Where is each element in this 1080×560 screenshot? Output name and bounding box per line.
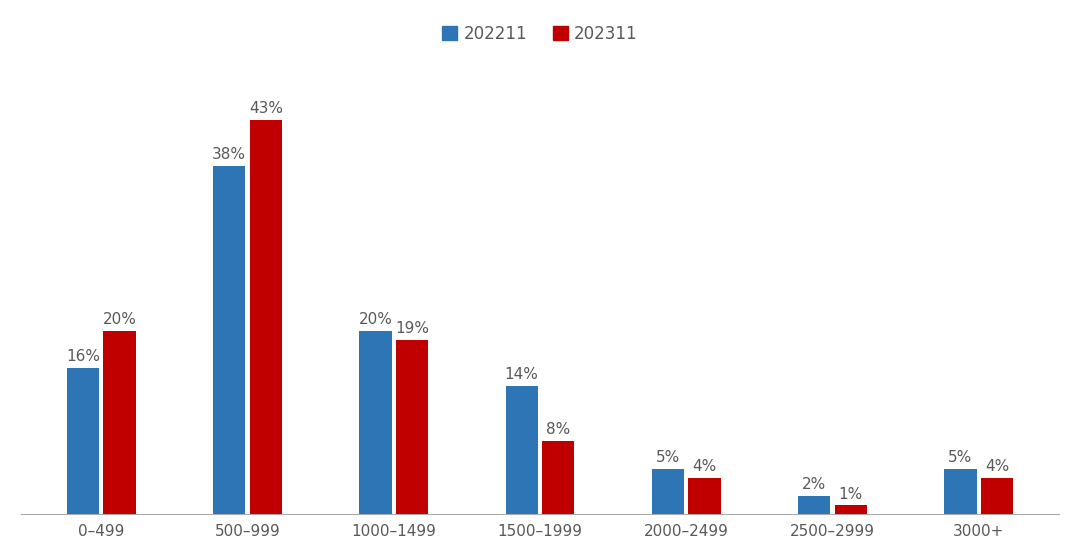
Text: 4%: 4%: [985, 459, 1009, 474]
Text: 16%: 16%: [66, 349, 100, 364]
Text: 2%: 2%: [802, 478, 826, 492]
Text: 5%: 5%: [656, 450, 680, 465]
Bar: [835, 505, 867, 515]
Text: 8%: 8%: [546, 422, 570, 437]
Bar: [213, 166, 245, 515]
Bar: [798, 496, 831, 515]
Bar: [104, 331, 136, 515]
Bar: [360, 331, 392, 515]
Text: 19%: 19%: [395, 321, 429, 337]
Bar: [396, 340, 428, 515]
Text: 43%: 43%: [248, 101, 283, 116]
Text: 20%: 20%: [359, 312, 392, 327]
Bar: [688, 478, 720, 515]
Text: 4%: 4%: [692, 459, 717, 474]
Bar: [652, 469, 684, 515]
Text: 1%: 1%: [839, 487, 863, 502]
Bar: [249, 120, 282, 515]
Bar: [67, 367, 99, 515]
Bar: [542, 441, 575, 515]
Text: 20%: 20%: [103, 312, 136, 327]
Text: 14%: 14%: [504, 367, 539, 382]
Bar: [505, 386, 538, 515]
Legend: 202211, 202311: 202211, 202311: [435, 18, 645, 49]
Text: 5%: 5%: [948, 450, 973, 465]
Bar: [944, 469, 976, 515]
Bar: [981, 478, 1013, 515]
Text: 38%: 38%: [213, 147, 246, 162]
